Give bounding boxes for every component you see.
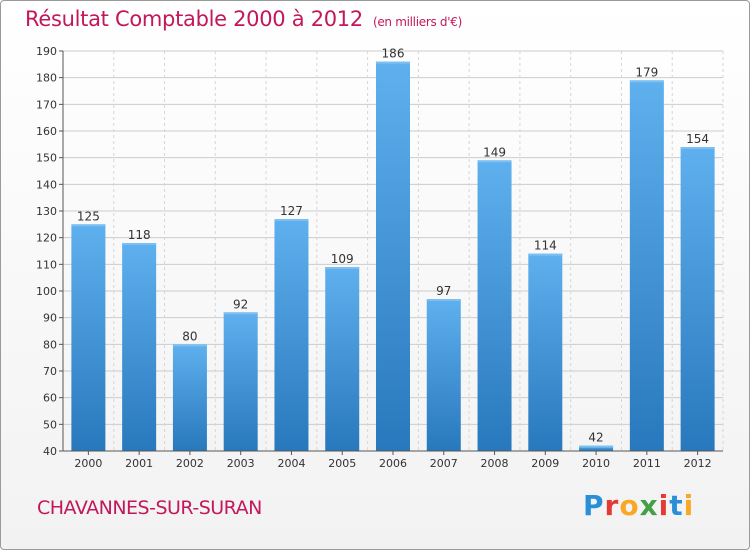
y-tick-label-190: 190 [36,45,57,58]
y-tick-label-70: 70 [43,365,57,378]
bars-layer: 125 118 80 92 127 109 186 97 149 114 42 179 154 [71,47,715,452]
bar-value-label-2002: 80 [182,329,197,343]
logo-letter-5: t [669,489,684,522]
bar-top-2003 [223,312,258,315]
y-tick-label-90: 90 [43,312,57,325]
bar-value-label-2011: 179 [635,65,658,79]
bar-2012 [680,147,715,451]
bar-2006 [376,61,410,452]
logo-letter-6: i [683,489,695,522]
x-tick-label-2008: 2008 [481,457,509,470]
bar-2002 [172,344,207,451]
bar-value-label-2001: 118 [128,228,151,242]
bar-value-label-2010: 42 [588,431,603,445]
bar-top-2000 [71,224,106,227]
y-tick-label-140: 140 [36,178,57,191]
y-tick-label-180: 180 [36,72,57,85]
y-tick-label-160: 160 [36,125,57,138]
y-tick-label-120: 120 [36,232,57,245]
logo-letter-2: o [619,489,640,522]
bar-value-label-2004: 127 [280,204,303,218]
logo-letter-3: x [639,489,659,522]
location-name: CHAVANNES-SUR-SURAN [37,497,262,519]
y-tick-label-80: 80 [43,338,57,351]
bar-top-2011 [629,80,664,83]
proxiti-logo: Proxiti [583,489,694,522]
bar-value-label-2003: 92 [233,297,248,311]
bar-2001 [122,243,157,451]
x-tick-label-2000: 2000 [74,457,102,470]
x-tick-label-2011: 2011 [633,457,661,470]
chart-title-text: Résultat Comptable 2000 à 2012 [25,7,363,31]
x-tick-label-2003: 2003 [227,457,255,470]
x-tick-label-2009: 2009 [531,457,559,470]
bar-value-label-2007: 97 [436,284,451,298]
bar-2009 [528,253,563,451]
y-tick-label-50: 50 [43,418,57,431]
bar-top-2008 [477,160,512,163]
bar-2004 [274,219,309,451]
bar-value-label-2009: 114 [534,239,557,253]
bar-value-label-2008: 149 [483,145,506,159]
x-tick-label-2005: 2005 [328,457,356,470]
x-tick-label-2001: 2001 [125,457,153,470]
bar-top-2009 [528,253,563,256]
x-tick-label-2007: 2007 [430,457,458,470]
bar-top-2012 [680,147,715,149]
bar-top-2005 [325,267,360,269]
axis-layer: 40 50 60 70 80 90 100 110 120 130 140 150 160 170 180 1… [36,45,723,470]
bar-2000 [71,224,106,451]
y-tick-label-40: 40 [43,445,57,458]
bar-value-label-2006: 186 [382,47,405,61]
bar-2003 [223,312,258,451]
x-tick-label-2006: 2006 [379,457,407,470]
x-tick-label-2004: 2004 [277,457,305,470]
bar-value-label-2000: 125 [77,209,100,223]
chart-unit: (en milliers d'€) [372,15,462,29]
logo-letter-0: P [583,489,605,522]
y-tick-label-130: 130 [36,205,57,218]
bar-top-2007 [426,299,461,301]
bar-2007 [426,299,461,451]
bar-value-label-2012: 154 [686,132,709,146]
x-tick-label-2012: 2012 [684,457,712,470]
bar-2008 [477,160,512,452]
bar-2011 [629,80,664,451]
bar-2010 [579,445,614,451]
bar-top-2010 [579,445,614,448]
logo-letter-1: r [604,489,620,522]
y-tick-label-100: 100 [36,285,57,298]
bar-top-2001 [122,243,157,245]
y-tick-label-110: 110 [36,258,57,271]
x-tick-label-2010: 2010 [582,457,610,470]
y-tick-label-150: 150 [36,152,57,165]
y-tick-label-60: 60 [43,392,57,405]
y-tick-label-170: 170 [36,98,57,111]
chart-title: Résultat Comptable 2000 à 2012 (en millie… [25,7,462,31]
bar-2005 [325,267,360,451]
logo-letter-4: i [658,489,670,522]
x-tick-label-2002: 2002 [176,457,204,470]
bar-top-2002 [172,344,207,347]
bar-top-2004 [274,219,309,221]
bar-top-2006 [376,61,410,64]
bar-value-label-2005: 109 [331,252,354,266]
